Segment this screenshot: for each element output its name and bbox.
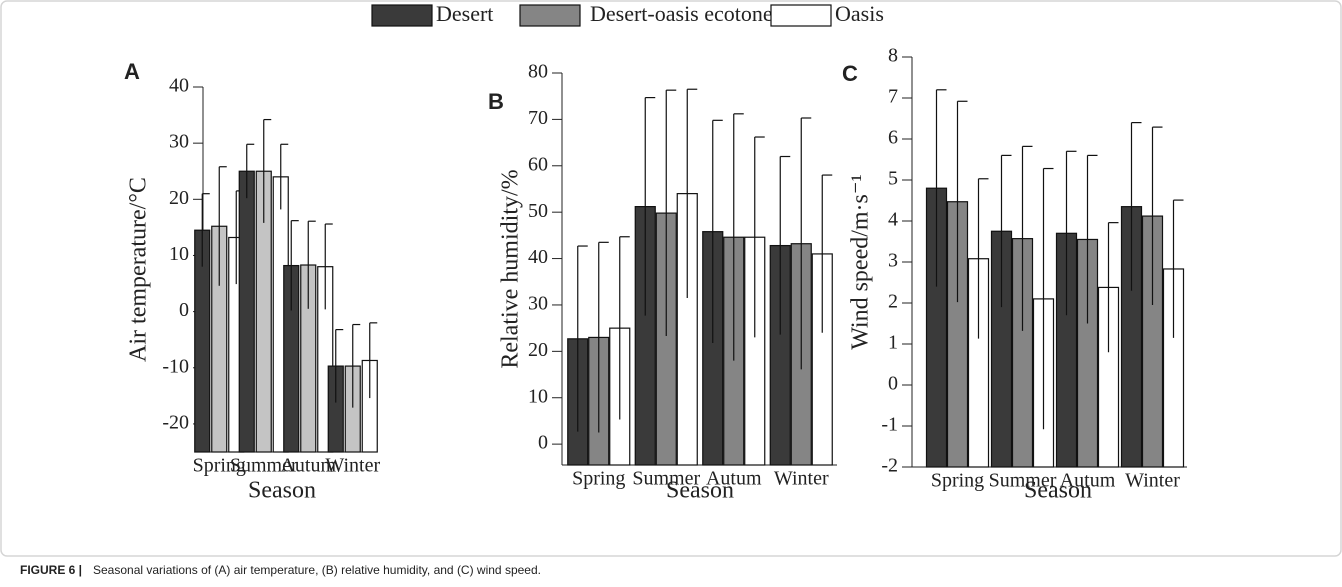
caption-label: FIGURE 6 | [20,563,82,577]
y-tick-label: 80 [528,61,548,83]
y-tick-label: 70 [528,107,548,129]
x-tick-label: Winter [774,468,829,490]
legend-swatch [770,4,832,27]
y-tick-label: 2 [888,291,898,313]
legend-label: Desert [436,1,493,26]
y-axis-label: Relative humidity/% [498,169,524,368]
x-tick-label: Winter [325,455,380,477]
y-tick-label: 40 [528,246,548,268]
y-tick-label: 7 [888,86,898,108]
x-axis-label: Season [248,478,316,504]
x-tick-label: Winter [1125,470,1180,492]
legend-swatch [519,4,581,27]
y-axis-label: Wind speed/m·s⁻¹ [848,174,874,350]
y-tick-label: 4 [888,209,898,231]
y-tick-label: -1 [881,414,898,436]
legend-swatch [371,4,433,27]
x-axis-label: Season [1024,478,1092,504]
x-tick-label: Summer [632,468,700,490]
y-tick-label: 10 [169,243,189,265]
x-tick-label: Spring [931,470,984,492]
y-tick-label: 60 [528,153,548,175]
y-tick-label: 0 [179,299,189,321]
x-tick-label: Autum [706,468,762,490]
x-axis-label: Season [666,478,734,504]
legend-label: Oasis [835,1,884,26]
y-tick-label: -2 [881,455,898,477]
y-tick-label: -20 [162,412,189,434]
y-tick-label: 8 [888,45,898,67]
y-tick-label: 10 [528,385,548,407]
y-tick-label: 20 [169,187,189,209]
legend-label: Desert-oasis ecotone [590,1,773,26]
y-axis-label: Air temperature/°C [126,177,152,362]
y-tick-label: 0 [538,432,548,454]
y-tick-label: 30 [169,131,189,153]
x-tick-label: Summer [989,470,1057,492]
y-tick-label: -10 [162,355,189,377]
x-tick-label: Autum [1060,470,1116,492]
frame [0,0,1342,557]
caption-text: Seasonal variations of (A) air temperatu… [93,563,541,577]
x-tick-label: Spring [572,468,625,490]
panel-label: B [488,89,504,114]
y-tick-label: 50 [528,200,548,222]
x-tick-label: Spring [193,455,246,477]
y-tick-label: 3 [888,250,898,272]
y-tick-label: 0 [888,373,898,395]
panel-label: C [842,61,858,86]
y-tick-label: 6 [888,127,898,149]
y-tick-label: 40 [169,75,189,97]
y-tick-label: 5 [888,168,898,190]
x-tick-label: Summer [230,455,298,477]
y-tick-label: 20 [528,339,548,361]
y-tick-label: 1 [888,332,898,354]
bar [238,170,255,453]
panel-label: A [124,59,140,84]
y-tick-label: 30 [528,293,548,315]
x-tick-label: Autum [280,455,336,477]
